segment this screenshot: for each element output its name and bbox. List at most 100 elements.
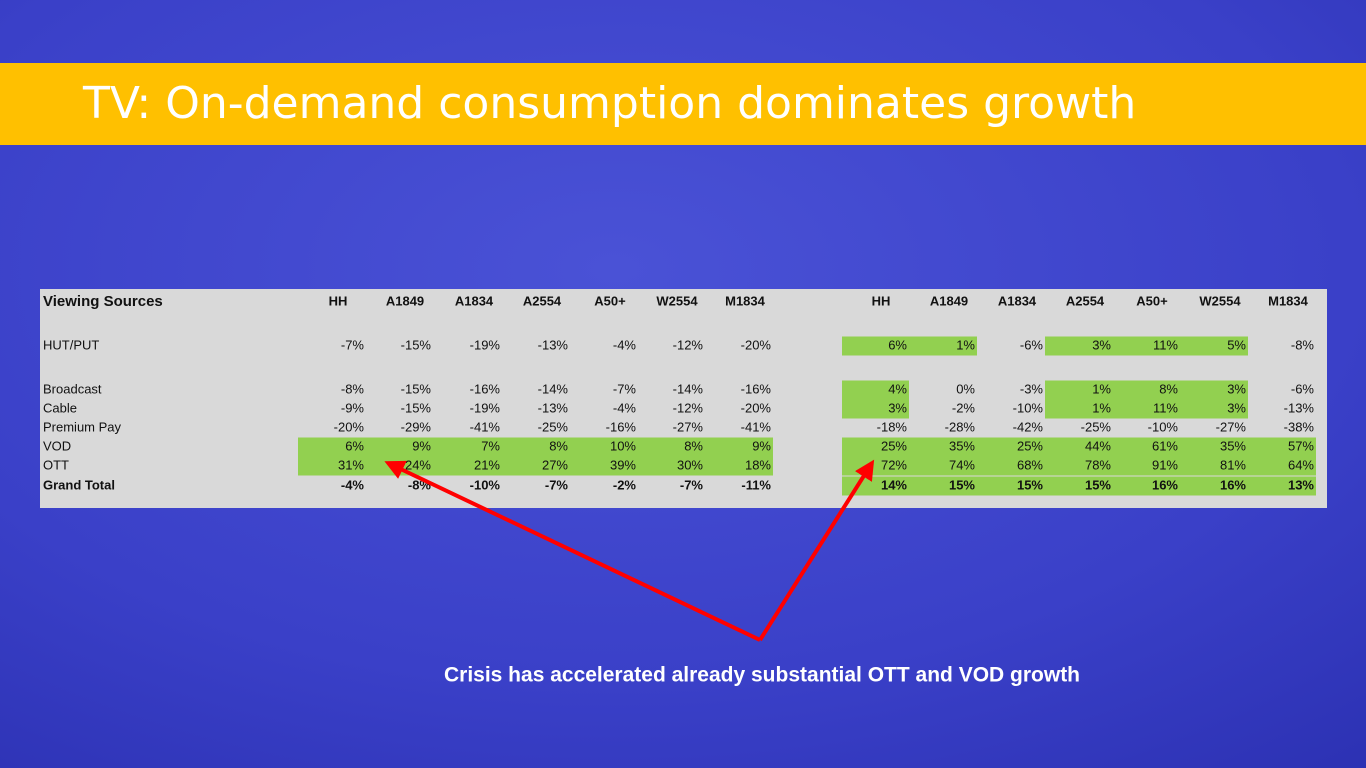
cell: -3%: [1020, 381, 1044, 396]
highlight: [909, 336, 977, 356]
arrow: [758, 459, 875, 642]
row-label: OTT: [43, 457, 69, 472]
header-cell: A1834: [455, 293, 494, 308]
cell: -28%: [945, 419, 976, 434]
highlight: [1248, 437, 1316, 457]
cell: 14%: [881, 477, 907, 492]
highlight: [977, 456, 1045, 476]
cell: -19%: [470, 337, 501, 352]
highlight: [433, 456, 502, 476]
cell: -15%: [401, 400, 432, 415]
highlight: [1248, 476, 1316, 496]
highlight: [842, 380, 909, 400]
cell: -27%: [1216, 419, 1247, 434]
highlight: [842, 437, 909, 457]
cell: -11%: [741, 477, 771, 492]
cell: -7%: [680, 477, 704, 492]
highlight: [433, 437, 502, 457]
cell: 31%: [338, 457, 364, 472]
highlight: [1113, 456, 1180, 476]
cell: -2%: [613, 477, 637, 492]
header-cell: W2554: [1199, 293, 1241, 308]
cell: 72%: [881, 457, 907, 472]
cell: 8%: [684, 438, 703, 453]
row-label: Grand Total: [43, 477, 115, 492]
highlight: [705, 437, 773, 457]
cell: -10%: [1013, 400, 1044, 415]
cell: 27%: [542, 457, 568, 472]
cell: 3%: [888, 400, 907, 415]
header-cell: HH: [329, 293, 348, 308]
cell: -4%: [613, 337, 637, 352]
header-cell: A2554: [523, 293, 562, 308]
title-bar: [0, 63, 1366, 145]
header-cell: A1849: [386, 293, 424, 308]
header-cell: M1834: [1268, 293, 1309, 308]
header-cell: Viewing Sources: [43, 293, 163, 310]
header-cell: A50+: [594, 293, 626, 308]
cell: -6%: [1020, 337, 1044, 352]
cell: 8%: [1159, 381, 1178, 396]
cell: -20%: [741, 400, 772, 415]
cell: -4%: [613, 400, 637, 415]
highlight: [1113, 380, 1180, 400]
highlight: [1180, 456, 1248, 476]
cell: 15%: [1085, 477, 1111, 492]
cell: 57%: [1288, 438, 1314, 453]
cell: -12%: [673, 400, 704, 415]
cell: 81%: [1220, 457, 1246, 472]
cell: -7%: [545, 477, 569, 492]
cell: 1%: [1092, 381, 1111, 396]
highlight: [1248, 456, 1316, 476]
highlight: [842, 399, 909, 419]
cell: 8%: [549, 438, 568, 453]
highlight: [298, 437, 366, 457]
cell: -25%: [538, 419, 569, 434]
cell: 5%: [1227, 337, 1246, 352]
highlight: [977, 437, 1045, 457]
cell: 6%: [888, 337, 907, 352]
cell: -6%: [1291, 381, 1315, 396]
highlight: [842, 336, 909, 356]
cell: 1%: [956, 337, 975, 352]
highlight: [1113, 437, 1180, 457]
highlight: [977, 476, 1045, 496]
cell: 16%: [1220, 477, 1246, 492]
cell: 78%: [1085, 457, 1111, 472]
cell: -8%: [341, 381, 365, 396]
header-cell: A1849: [930, 293, 968, 308]
highlight: [1045, 336, 1113, 356]
annotation: Crisis has accelerated already substanti…: [444, 664, 1080, 687]
highlight: [502, 437, 570, 457]
highlight: [1180, 476, 1248, 496]
highlight: [1045, 476, 1113, 496]
cell: 24%: [405, 457, 431, 472]
cell: 30%: [677, 457, 703, 472]
cell: -9%: [341, 400, 365, 415]
highlight: [638, 456, 705, 476]
cell: 9%: [412, 438, 431, 453]
cell: -15%: [401, 381, 432, 396]
cell: -2%: [952, 400, 976, 415]
cell: -7%: [341, 337, 365, 352]
cell: 6%: [345, 438, 364, 453]
cell: -14%: [673, 381, 704, 396]
cell: 16%: [1152, 477, 1178, 492]
highlight: [1113, 399, 1180, 419]
cell: -10%: [1148, 419, 1179, 434]
header-cell: M1834: [725, 293, 766, 308]
cell: 61%: [1152, 438, 1178, 453]
cell: 13%: [1288, 477, 1314, 492]
row-label: Cable: [43, 400, 77, 415]
cell: -20%: [741, 337, 772, 352]
cell: -41%: [741, 419, 772, 434]
cell: -7%: [613, 381, 637, 396]
cell: 3%: [1227, 400, 1246, 415]
highlight: [1045, 456, 1113, 476]
highlight: [705, 456, 773, 476]
cell: 25%: [1017, 438, 1043, 453]
header-cell: A1834: [998, 293, 1037, 308]
header-cell: A2554: [1066, 293, 1105, 308]
